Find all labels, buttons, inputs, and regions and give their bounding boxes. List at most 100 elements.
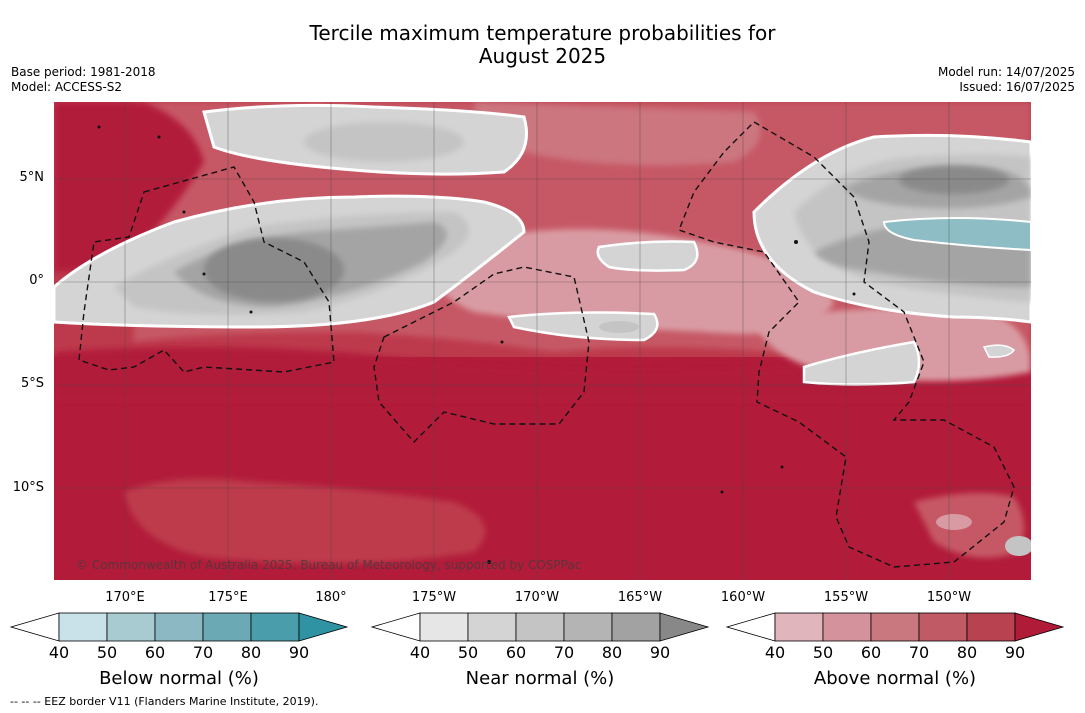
- cb-tick: 40: [409, 643, 431, 662]
- region-near-60-patch: [599, 321, 639, 333]
- region-near-patch-south: [507, 311, 659, 342]
- colorbar-arrow-high: [298, 612, 349, 642]
- colorbar-above-normal: [725, 612, 1065, 642]
- colorbar-segment: [202, 612, 252, 642]
- lon-label-155w: 155°W: [823, 590, 869, 605]
- map-canvas: [54, 102, 1031, 580]
- cb-tick: 70: [192, 643, 214, 662]
- colorbar-arrow-low: [370, 612, 421, 642]
- colorbar-near-normal: [370, 612, 710, 642]
- colorbar-arrow-low: [9, 612, 60, 642]
- cb-tick: 90: [1004, 643, 1026, 662]
- probability-map: [54, 102, 1031, 580]
- eez-footnote: -- -- -- EEZ border V11 (Flanders Marine…: [10, 695, 319, 708]
- cb-tick: 80: [601, 643, 623, 662]
- region-near-patch-se: [802, 340, 921, 386]
- lon-label-180: 180°: [315, 590, 347, 605]
- colorbar-segment: [774, 612, 824, 642]
- island: [157, 135, 161, 139]
- lon-label-170w: 170°W: [514, 590, 560, 605]
- island: [852, 292, 856, 296]
- cb-tick: 90: [649, 643, 671, 662]
- colorbar-segment: [918, 612, 968, 642]
- colorbar-segment: [154, 612, 204, 642]
- colorbar-segment: [822, 612, 872, 642]
- island: [249, 310, 253, 314]
- cb-tick: 50: [457, 643, 479, 662]
- lat-label-5n: 5°N: [19, 170, 45, 185]
- cb-tick: 50: [812, 643, 834, 662]
- lat-label-10s: 10°S: [12, 480, 44, 495]
- region-below-normal-east: [882, 217, 1031, 252]
- colorbar-segment: [515, 612, 565, 642]
- lon-label-160w: 160°W: [720, 590, 766, 605]
- cb-tick: 60: [860, 643, 882, 662]
- copyright-credit: © Commonwealth of Australia 2025, Bureau…: [76, 558, 582, 572]
- issued-date: Issued: 16/07/2025: [959, 80, 1075, 94]
- colorbar-legends: [9, 612, 1065, 642]
- region-near-patch-small: [982, 344, 1015, 358]
- region-above-50-central: [432, 229, 834, 334]
- region-near-60-north: [304, 122, 464, 162]
- region-near-patch-central: [596, 240, 699, 272]
- colorbar-segment: [250, 612, 300, 642]
- island: [720, 490, 724, 494]
- colorbar-arrow-high: [1014, 612, 1065, 642]
- eez-border-central: [373, 266, 590, 444]
- base-info: Base period: 1981-2018 Model: ACCESS-S2: [11, 65, 156, 95]
- region-above-50-se: [936, 514, 972, 530]
- colorbar-label-above: Above normal (%): [813, 668, 977, 689]
- lon-label-150w: 150°W: [926, 590, 972, 605]
- colorbar-arrow-high: [659, 612, 710, 642]
- island: [500, 340, 504, 344]
- colorbar-segment: [419, 612, 469, 642]
- eez-border-east: [678, 121, 1015, 568]
- model-name: Model: ACCESS-S2: [11, 80, 123, 94]
- lon-label-170e: 170°E: [105, 590, 145, 605]
- region-near-80-ne: [899, 166, 1009, 194]
- island: [97, 125, 101, 129]
- colorbar-label-below: Below normal (%): [99, 668, 259, 689]
- colorbar-arrow-low: [725, 612, 776, 642]
- region-above-west: [54, 102, 204, 272]
- base-period: Base period: 1981-2018: [11, 65, 156, 79]
- cb-tick: 40: [48, 643, 70, 662]
- island: [780, 465, 784, 469]
- region-above-transition: [54, 346, 1031, 402]
- cb-tick: 60: [505, 643, 527, 662]
- colorbar-label-near: Near normal (%): [465, 668, 615, 689]
- region-near-80-west: [204, 238, 344, 302]
- colorbar-segment: [870, 612, 920, 642]
- colorbar-segment: [58, 612, 108, 642]
- colorbar-segment: [106, 612, 156, 642]
- region-near-se: [1005, 536, 1031, 556]
- map-title-line1: Tercile maximum temperature probabilitie…: [309, 21, 776, 45]
- cb-tick: 70: [553, 643, 575, 662]
- cb-tick: 80: [956, 643, 978, 662]
- cb-tick: 80: [240, 643, 262, 662]
- islands: [97, 125, 856, 564]
- region-above-80-south: [124, 478, 486, 564]
- colorbar-segment: [611, 612, 661, 642]
- colorbar-segment: [563, 612, 613, 642]
- region-above-60-north: [474, 102, 761, 166]
- island: [487, 560, 491, 564]
- island: [182, 210, 186, 214]
- lat-label-5s: 5°S: [20, 376, 44, 391]
- cb-tick: 90: [288, 643, 310, 662]
- island: [202, 272, 206, 276]
- eez-borders: [78, 121, 1015, 568]
- lon-label-175e: 175°E: [208, 590, 248, 605]
- run-info: Model run: 14/07/2025 Issued: 16/07/2025: [938, 65, 1075, 95]
- lat-label-0: 0°: [29, 273, 44, 288]
- map-title-line2: August 2025: [478, 44, 607, 68]
- lon-label-175w: 175°W: [411, 590, 457, 605]
- cb-tick: 70: [908, 643, 930, 662]
- colorbar-segment: [966, 612, 1016, 642]
- cb-tick: 60: [144, 643, 166, 662]
- lon-label-165w: 165°W: [617, 590, 663, 605]
- colorbar-below-normal: [9, 612, 349, 642]
- colorbar-segment: [467, 612, 517, 642]
- model-run-date: Model run: 14/07/2025: [937, 65, 1075, 79]
- cb-tick: 50: [96, 643, 118, 662]
